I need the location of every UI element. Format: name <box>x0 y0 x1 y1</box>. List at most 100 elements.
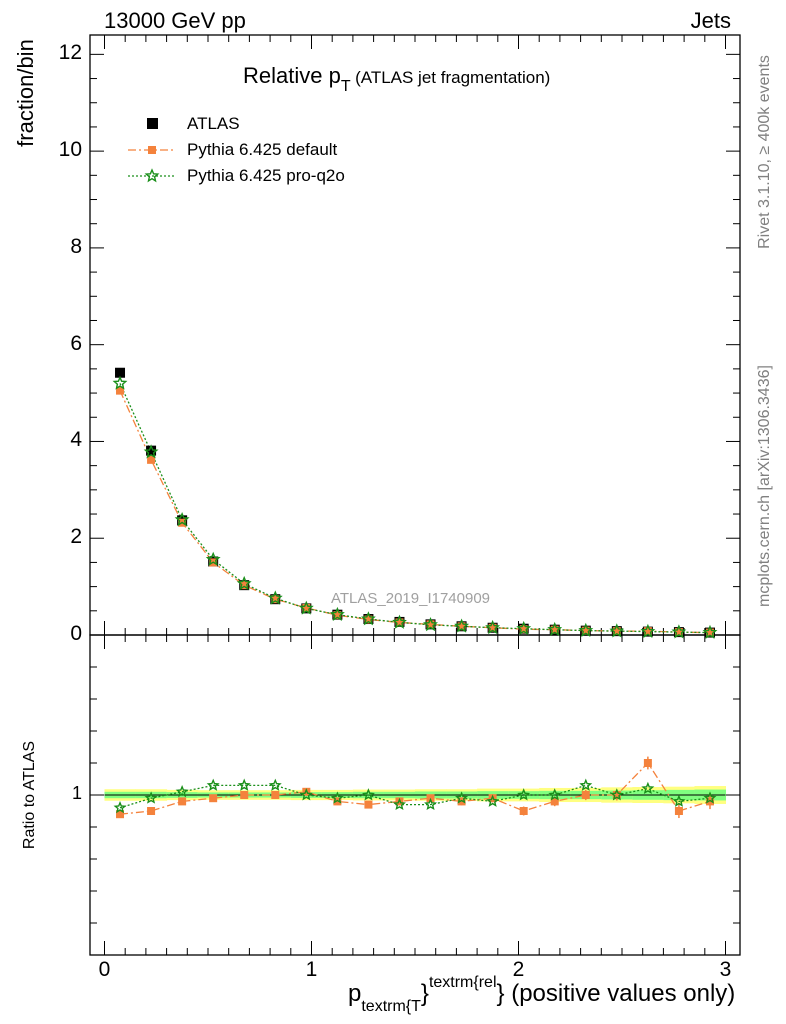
ratio-proq2o-point <box>579 778 593 791</box>
proq2o-point <box>516 620 532 636</box>
x-label-subscript: textrm{T <box>361 998 421 1015</box>
legend-default: Pythia 6.425 default <box>187 140 338 159</box>
analysis-watermark: ATLAS_2019_I1740909 <box>331 590 491 607</box>
energy-label: 13000 GeV pp <box>104 8 246 33</box>
proq2o-point <box>547 621 563 636</box>
proq2o-point <box>174 511 190 527</box>
proq2o-point <box>392 614 407 629</box>
ratio-default-point <box>643 759 652 767</box>
ratio-proq2o-point <box>455 791 469 804</box>
proq2o-point <box>112 375 128 390</box>
ratio-proq2o-point <box>392 797 406 811</box>
ratio-proq2o-point <box>641 781 655 795</box>
proq2o-point <box>640 623 656 638</box>
default-point <box>643 627 652 636</box>
rivet-label: Rivet 3.1.10, ≥ 400k events <box>756 55 773 249</box>
proq2o-point <box>609 623 625 638</box>
proq2o-point <box>671 624 687 639</box>
x-axis-label: ptextrm{T}textrm{rel} (positive values o… <box>348 974 736 1015</box>
ratio-proq2o-point <box>299 788 313 801</box>
ratio-default-point <box>271 791 280 799</box>
ratio-proq2o-point <box>703 791 717 804</box>
ratio-default-point <box>519 807 528 815</box>
plot-title: Relative pT (ATLAS jet fragmentation) <box>243 63 551 95</box>
ratio-proq2o-point <box>206 778 220 791</box>
ratio-default-point <box>364 800 373 809</box>
default-point <box>581 626 590 635</box>
ratio-proq2o-point <box>361 788 375 801</box>
ratio-default-point <box>333 797 342 806</box>
ratio-line-default <box>119 761 711 815</box>
default-point <box>364 615 373 624</box>
ratio-proq2o-point <box>330 791 344 804</box>
x-label-main: p <box>348 980 362 1007</box>
ratio-default-point <box>209 794 218 803</box>
default-point <box>519 625 528 634</box>
default-point <box>674 628 683 637</box>
default-point <box>457 622 466 631</box>
plot-title-rest: (ATLAS jet fragmentation) <box>355 68 551 87</box>
y-tick-label: 12 <box>58 41 82 65</box>
default-point <box>395 618 404 627</box>
default-point <box>271 595 280 604</box>
atlas-point <box>115 367 126 378</box>
default-point <box>550 625 559 634</box>
ratio-default-point <box>178 797 187 806</box>
ratio-default-point <box>240 791 249 799</box>
mcplots-label: mcplots.cern.ch [arXiv:1306.3436] <box>756 365 773 607</box>
legend-atlas-marker <box>147 118 158 129</box>
proq2o-point <box>143 444 159 459</box>
ratio-proq2o-point <box>672 794 686 807</box>
plot-title-main: Relative p <box>243 63 341 88</box>
ratio-default-point <box>550 797 559 806</box>
x-label-rest: } (positive values only) <box>496 980 736 1007</box>
default-point <box>240 581 249 590</box>
ratio-proq2o-point <box>486 794 500 807</box>
proq2o-point <box>205 551 221 566</box>
default-point <box>426 620 435 629</box>
default-point <box>147 455 156 464</box>
process-label: Jets <box>690 8 731 33</box>
proq2o-point <box>454 618 470 633</box>
y-tick-label: 10 <box>58 138 82 162</box>
default-point <box>612 627 621 636</box>
proq2o-point <box>578 622 594 638</box>
ratio-proq2o-point <box>548 788 562 801</box>
ratio-proq2o-point <box>268 778 282 791</box>
legend-markers <box>128 118 176 183</box>
x-tick-label: 3 <box>719 958 732 981</box>
ratio-proq2o-point <box>144 791 158 804</box>
x-tick-label: 2 <box>512 958 525 981</box>
y-tick-label: 0 <box>70 622 82 645</box>
y-tick-label: 2 <box>70 525 82 549</box>
proq2o-point <box>329 606 345 621</box>
y-axis-label: fraction/bin <box>13 39 38 147</box>
ratio-y-axis-label: Ratio to ATLAS <box>21 740 38 850</box>
proq2o-point <box>423 616 438 632</box>
ratio-default-point <box>581 791 590 799</box>
default-point <box>488 623 497 632</box>
atlas-point <box>146 445 157 456</box>
x-tick-label: 0 <box>98 958 111 981</box>
default-point <box>116 386 125 395</box>
ratio-default-point <box>147 807 156 815</box>
ratio-axes <box>89 634 741 956</box>
ratio-proq2o-point <box>113 800 127 814</box>
proq2o-point <box>360 611 376 626</box>
ratio-default-point <box>612 791 621 799</box>
ratio-default-point <box>116 810 125 819</box>
ratio-proq2o-point <box>517 788 531 801</box>
default-point <box>302 603 311 612</box>
proq2o-point <box>485 619 501 635</box>
default-point <box>705 628 714 637</box>
plot-title-subscript: T <box>340 78 351 95</box>
ratio-proq2o-point <box>610 788 624 801</box>
ratio-default-point <box>705 797 714 806</box>
legend-proq2o-marker <box>144 168 160 183</box>
ratio-proq2o-point <box>424 797 438 811</box>
series-markers <box>112 367 718 819</box>
proq2o-point <box>298 600 314 615</box>
default-point <box>333 611 342 620</box>
y-tick-label: 4 <box>70 428 82 452</box>
